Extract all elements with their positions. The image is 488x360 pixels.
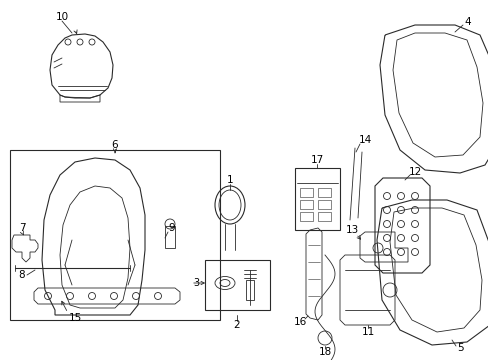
- Text: 1: 1: [226, 175, 233, 185]
- Text: 4: 4: [464, 17, 470, 27]
- Text: 10: 10: [55, 12, 68, 22]
- Text: 13: 13: [345, 225, 358, 235]
- Bar: [299, 212, 312, 221]
- Bar: [317, 200, 330, 209]
- Text: 3: 3: [193, 278, 199, 288]
- Text: 16: 16: [293, 317, 306, 327]
- Text: 15: 15: [68, 313, 81, 323]
- Bar: [245, 280, 253, 300]
- Bar: [317, 188, 330, 197]
- Bar: [299, 188, 312, 197]
- Text: 12: 12: [407, 167, 421, 177]
- Text: 2: 2: [233, 320, 240, 330]
- Bar: [317, 212, 330, 221]
- Bar: [10, 150, 220, 320]
- Bar: [299, 200, 312, 209]
- Bar: [294, 168, 339, 230]
- Text: 8: 8: [19, 270, 25, 280]
- Text: 17: 17: [310, 155, 323, 165]
- Text: 5: 5: [456, 343, 462, 353]
- Text: 9: 9: [168, 223, 175, 233]
- Text: 14: 14: [358, 135, 371, 145]
- Text: 18: 18: [318, 347, 331, 357]
- Text: 11: 11: [361, 327, 374, 337]
- Text: 7: 7: [19, 223, 25, 233]
- Text: 6: 6: [111, 140, 118, 150]
- Bar: [204, 260, 269, 310]
- Bar: [164, 226, 175, 248]
